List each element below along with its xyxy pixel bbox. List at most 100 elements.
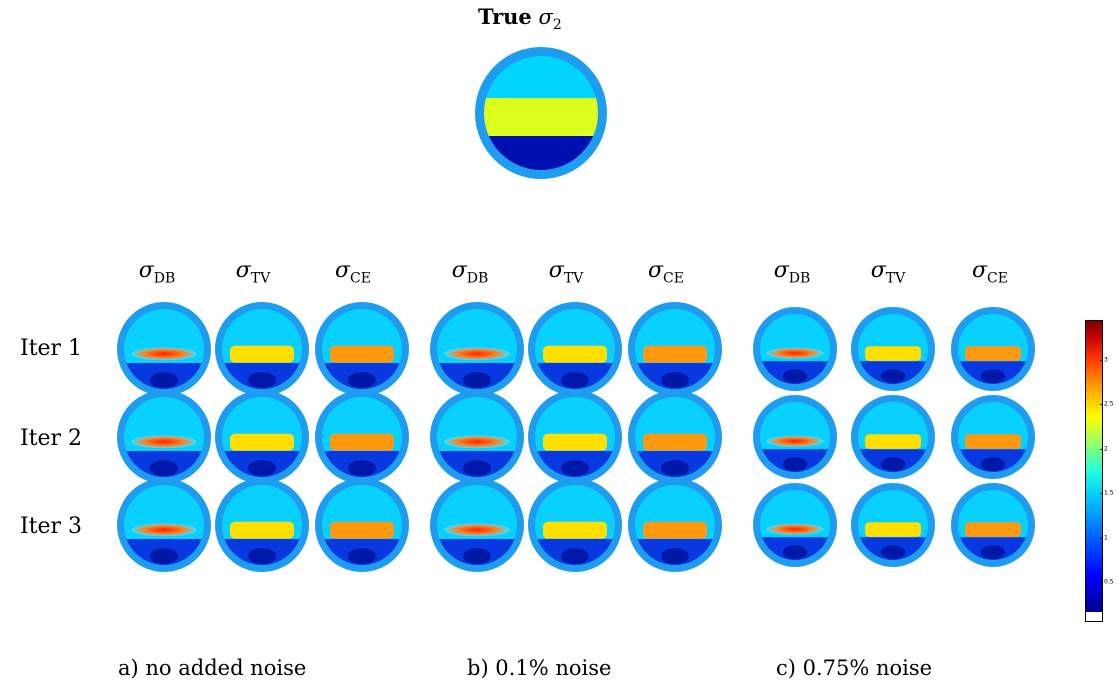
disk-bottom-dark-spot bbox=[463, 460, 491, 477]
reconstruction-c-tv-iter-1 bbox=[851, 307, 935, 391]
disk-band bbox=[543, 521, 607, 539]
disk-band bbox=[865, 434, 921, 449]
disk-bottom-dark-spot bbox=[880, 369, 906, 384]
disk-bottom-dark-spot bbox=[661, 460, 689, 477]
reconstruction-b-ce-iter-1 bbox=[628, 302, 722, 396]
column-header-a-db: σDB bbox=[138, 258, 176, 287]
true-disk-middle-band bbox=[484, 98, 598, 136]
disk-band bbox=[330, 345, 394, 363]
column-header-b-tv: σTV bbox=[548, 258, 584, 287]
disk-band bbox=[965, 346, 1021, 361]
reconstruction-a-ce-iter-1 bbox=[315, 302, 409, 396]
true-title-sub: 2 bbox=[552, 17, 562, 34]
disk-bottom-dark-spot bbox=[661, 372, 689, 389]
disk-bottom-dark-spot bbox=[348, 372, 376, 389]
reconstruction-c-tv-iter-2 bbox=[851, 395, 935, 479]
column-header-c-tv: σTV bbox=[870, 258, 906, 287]
colorbar-tick-label: 1 bbox=[1104, 534, 1108, 542]
reconstruction-b-db-iter-2 bbox=[430, 390, 524, 484]
reconstruction-b-ce-iter-3 bbox=[628, 478, 722, 572]
colorbar-tick-mark bbox=[1100, 448, 1103, 450]
disk-band bbox=[766, 435, 824, 447]
disk-bottom-dark-spot bbox=[348, 548, 376, 565]
disk-band bbox=[444, 347, 510, 361]
reconstruction-a-ce-iter-3 bbox=[315, 478, 409, 572]
reconstruction-a-tv-iter-3 bbox=[215, 478, 309, 572]
disk-band bbox=[230, 521, 294, 539]
disk-bottom-dark-spot bbox=[561, 372, 589, 389]
caption-0-75-noise: c) 0.75% noise bbox=[776, 656, 933, 680]
disk-band bbox=[330, 433, 394, 451]
disk-bottom-dark-spot bbox=[150, 372, 178, 389]
disk-bottom-dark-spot bbox=[661, 548, 689, 565]
disk-bottom-dark-spot bbox=[248, 372, 276, 389]
colorbar-tick-label: 1.5 bbox=[1104, 489, 1114, 497]
disk-band bbox=[766, 347, 824, 359]
disk-bottom-dark-spot bbox=[348, 460, 376, 477]
disk-band bbox=[766, 523, 824, 535]
disk-bottom-dark-spot bbox=[248, 548, 276, 565]
disk-bottom-dark-spot bbox=[782, 369, 808, 384]
column-header-c-ce: σCE bbox=[972, 258, 1008, 287]
reconstruction-b-tv-iter-3 bbox=[528, 478, 622, 572]
disk-band bbox=[330, 521, 394, 539]
disk-bottom-dark-spot bbox=[880, 545, 906, 560]
column-header-b-db: σDB bbox=[451, 258, 489, 287]
disk-band bbox=[965, 434, 1021, 449]
reconstruction-a-tv-iter-2 bbox=[215, 390, 309, 484]
disk-band bbox=[865, 346, 921, 361]
reconstruction-a-tv-iter-1 bbox=[215, 302, 309, 396]
disk-band bbox=[444, 523, 510, 537]
disk-band bbox=[230, 433, 294, 451]
true-title-word: True bbox=[478, 4, 532, 29]
disk-bottom-dark-spot bbox=[980, 545, 1006, 560]
disk-band bbox=[965, 522, 1021, 537]
disk-bottom-dark-spot bbox=[463, 548, 491, 565]
disk-band bbox=[865, 522, 921, 537]
row-label-iter-3: Iter 3 bbox=[20, 514, 83, 539]
caption-no-noise: a) no added noise bbox=[118, 656, 307, 680]
reconstruction-c-db-iter-2 bbox=[753, 395, 837, 479]
colorbar-tick-mark bbox=[1100, 537, 1103, 539]
disk-band bbox=[643, 345, 707, 363]
true-title-symbol: σ bbox=[538, 5, 553, 29]
reconstruction-a-db-iter-3 bbox=[117, 478, 211, 572]
colorbar bbox=[1085, 320, 1103, 622]
column-header-a-ce: σCE bbox=[335, 258, 371, 287]
colorbar-tick-mark bbox=[1100, 359, 1103, 361]
reconstruction-c-ce-iter-1 bbox=[951, 307, 1035, 391]
reconstruction-a-ce-iter-2 bbox=[315, 390, 409, 484]
disk-bottom-dark-spot bbox=[561, 460, 589, 477]
reconstruction-c-db-iter-3 bbox=[753, 483, 837, 567]
reconstruction-b-tv-iter-2 bbox=[528, 390, 622, 484]
disk-bottom-dark-spot bbox=[248, 460, 276, 477]
reconstruction-b-ce-iter-2 bbox=[628, 390, 722, 484]
true-sigma-title: True σ2 bbox=[478, 4, 562, 33]
disk-bottom-dark-spot bbox=[880, 457, 906, 472]
disk-band bbox=[643, 433, 707, 451]
disk-band bbox=[444, 435, 510, 449]
disk-bottom-dark-spot bbox=[150, 548, 178, 565]
disk-band bbox=[131, 523, 197, 537]
column-header-b-ce: σCE bbox=[648, 258, 684, 287]
reconstruction-c-ce-iter-3 bbox=[951, 483, 1035, 567]
caption-0-1-noise: b) 0.1% noise bbox=[467, 656, 612, 680]
column-header-c-db: σDB bbox=[773, 258, 811, 287]
disk-bottom-dark-spot bbox=[463, 372, 491, 389]
disk-band bbox=[131, 347, 197, 361]
disk-bottom-dark-spot bbox=[980, 457, 1006, 472]
reconstruction-b-db-iter-1 bbox=[430, 302, 524, 396]
reconstruction-c-tv-iter-3 bbox=[851, 483, 935, 567]
colorbar-tick-mark bbox=[1100, 493, 1103, 495]
disk-band bbox=[543, 433, 607, 451]
disk-band bbox=[230, 345, 294, 363]
column-header-a-tv: σTV bbox=[235, 258, 271, 287]
disk-band bbox=[543, 345, 607, 363]
reconstruction-c-db-iter-1 bbox=[753, 307, 837, 391]
disk-bottom-dark-spot bbox=[561, 548, 589, 565]
reconstruction-b-tv-iter-1 bbox=[528, 302, 622, 396]
disk-bottom-dark-spot bbox=[782, 457, 808, 472]
colorbar-tick-label: 0.5 bbox=[1104, 578, 1114, 586]
disk-band bbox=[643, 521, 707, 539]
colorbar-tick-mark bbox=[1100, 582, 1103, 584]
